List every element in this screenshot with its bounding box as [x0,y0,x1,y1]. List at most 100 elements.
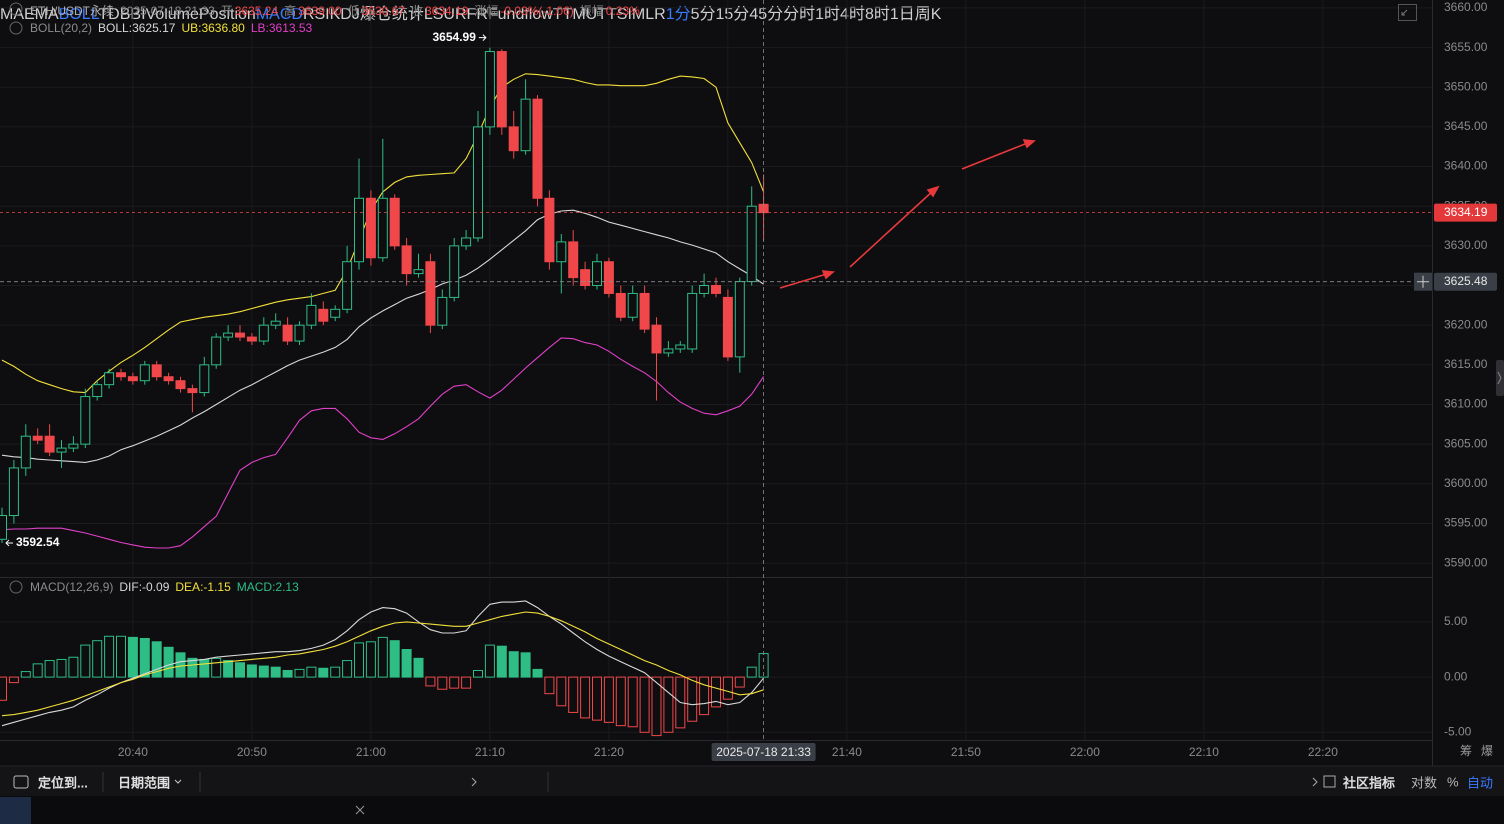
locate-button[interactable]: 定位到... [38,775,88,791]
candle-body [246,336,257,342]
main-indicator-tab[interactable]: BOLL [58,6,99,23]
axis-corner[interactable]: 爆 [1481,744,1493,758]
sub-indicator-tab[interactable]: Volume [145,6,199,23]
sub-indicator-tab[interactable]: MACD [255,6,303,23]
candle-body [544,197,555,263]
date-range-button[interactable]: 日期范围 [118,775,171,791]
candle-body [580,269,591,287]
locate-icon[interactable] [13,775,29,789]
expand-icon[interactable] [1398,4,1417,21]
sub-indicator-tab[interactable]: RSI [302,6,330,23]
sub-indicator-tab[interactable]: KDJ [329,6,360,23]
sub-indicator-tab[interactable]: LSUR [423,6,467,23]
macd-bar [401,649,412,678]
crosshair-price-box [1434,272,1497,291]
interval-tab[interactable]: 45分 [749,6,784,23]
sub-indicator-tab[interactable]: Fundflow [487,6,553,23]
legend-entry: LB:3613.53 [250,21,313,35]
macd-bar [687,676,698,722]
collapse-icon[interactable] [9,2,23,16]
interval-tab[interactable]: 1分 [665,6,691,23]
legend-entry: DEA:-1.15 [175,580,231,594]
symbol: ETH/USDT永续 [30,4,115,18]
candle-body [306,304,317,326]
more-chevron[interactable] [1312,777,1318,787]
macd-bar [508,651,519,678]
side-tab[interactable] [1496,360,1504,396]
y-tick-label: 0.00 [1444,669,1468,683]
macd-bar [663,676,674,733]
macd-bar [44,660,55,678]
macd-bar [199,658,210,678]
sub-indicator-tab[interactable]: FR [466,6,488,23]
interval-tab[interactable]: 5分 [690,6,716,23]
macd-bar [556,676,567,707]
community-icon[interactable] [1323,775,1336,788]
collapse-icon[interactable] [9,21,23,35]
ohlc-label: 涨幅 [474,4,499,18]
interval-tab[interactable]: 1日 [889,6,915,23]
candle-body [163,376,174,382]
x-tick-label: 21:50 [951,745,981,759]
interval-tab[interactable]: 1时 [815,6,841,23]
sub-indicator-tab[interactable]: MLR [631,6,666,23]
candle-body [235,332,245,338]
candle-body [627,292,638,318]
x-tick-label: 21:10 [475,745,505,759]
main-indicator-tab[interactable]: MA [0,6,24,23]
sub-indicator-tab[interactable]: TTMU [552,6,598,23]
log-toggle[interactable]: 对数 [1411,775,1438,791]
main-indicator-tab[interactable]: EMA [24,6,59,23]
close-icon[interactable] [355,805,365,815]
candle-body [8,467,19,517]
dropdown-chevron[interactable] [174,779,182,784]
more-chevron[interactable] [471,777,477,787]
candle-body [20,435,31,469]
legend-entry: MACD:2.13 [236,580,299,594]
candle-body [615,292,626,318]
y-tick-label: 3610.00 [1444,397,1488,411]
time: 2025-07-18 21:33 [120,3,215,18]
interval-tab[interactable]: 8时 [864,6,890,23]
community-indicators[interactable]: 社区指标 [1343,775,1396,791]
sub-indicator-tab[interactable]: Position [198,6,256,23]
macd-bar [592,676,602,721]
macd-bar [187,657,198,678]
candle-body [425,261,436,326]
candle-body [127,376,138,382]
auto-toggle[interactable]: 自动 [1467,775,1494,791]
legend-values: BOLL:3625.17 UB:3636.80 LB:3613.53 [98,21,312,35]
crosshair-time-box [711,743,816,761]
candle-body [711,285,721,294]
candle-body [187,388,198,394]
macd-bar [270,666,281,678]
macd-bar [484,644,495,678]
candle-body [175,380,186,390]
collapse-icon[interactable] [9,580,23,594]
main-indicator-tab[interactable]: TD [98,6,120,23]
crosshair-time-label: 2025-07-18 21:33 [716,745,811,759]
macd-bar [437,676,448,690]
x-tick-label: 20:50 [237,745,267,759]
sub-indicator-tab[interactable]: 爆仓统计 [359,6,424,23]
macd-bar [615,676,626,727]
ohlc-label: 高 [284,4,297,18]
ohlc-value: 3634.19 [425,3,469,18]
indicator-line [1,209,764,463]
candle-body [496,51,507,128]
legend-values: DIF:-0.09 DEA:-1.15 MACD:2.13 [119,580,298,594]
macd-bar [330,666,341,678]
interval-tab[interactable]: 周K [914,6,942,23]
sub-indicator-tab[interactable]: TTSI [597,6,632,23]
macd-bar [461,676,472,689]
macd-bar [0,676,7,701]
interval-tab[interactable]: 4时 [840,6,865,23]
interval-tab[interactable]: 15分 [715,6,750,23]
interval-tab[interactable]: 分时 [783,6,816,23]
axis-corner[interactable]: 筹 [1460,744,1472,758]
macd-bar [175,652,186,678]
candle-body [211,336,222,366]
candle-body [282,324,293,342]
percent-toggle[interactable]: % [1447,774,1459,790]
candle-body [116,372,126,378]
